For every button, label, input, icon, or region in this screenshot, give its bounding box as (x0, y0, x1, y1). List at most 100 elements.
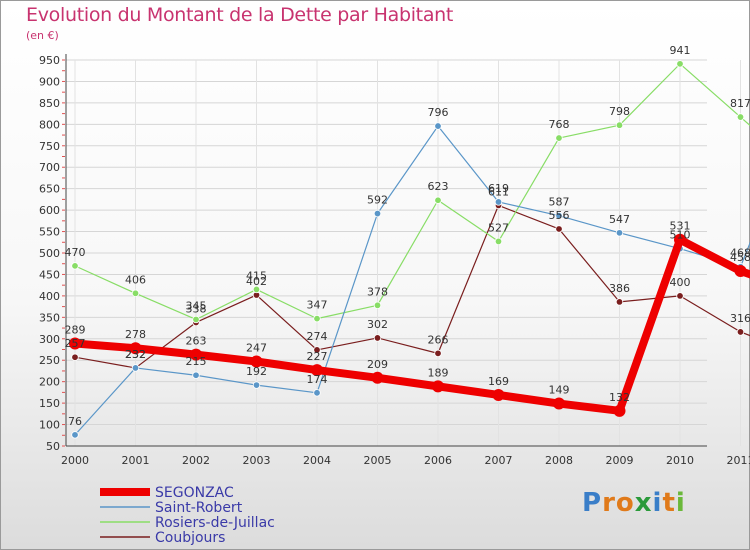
data-point-coubjours (615, 298, 624, 306)
y-tick-label: 50 (46, 440, 60, 453)
data-label-saint-robert: 76 (68, 415, 82, 428)
series-group (69, 60, 750, 439)
data-label-rosiers-de-juillac: 345 (186, 299, 207, 312)
data-point-saint-robert (131, 364, 140, 372)
data-point-rosiers-de-juillac (192, 315, 200, 324)
data-label-coubjours: 611 (488, 185, 509, 198)
data-point-segonzac (311, 364, 323, 377)
y-tick-label: 200 (39, 376, 60, 389)
data-label-rosiers-de-juillac: 527 (488, 221, 509, 234)
data-label-coubjours: 232 (125, 348, 146, 361)
data-label-rosiers-de-juillac: 817 (730, 97, 750, 110)
data-label-coubjours: 274 (307, 330, 328, 343)
data-label-segonzac: 289 (65, 323, 86, 336)
data-label-segonzac: 263 (186, 335, 207, 348)
data-point-saint-robert (373, 209, 382, 218)
x-tick-label: 2010 (666, 454, 694, 467)
chart-title: Evolution du Montant de la Dette par Hab… (26, 4, 454, 26)
legend-label-saint-robert: Saint-Robert (155, 500, 243, 516)
y-tick-label: 100 (39, 419, 60, 432)
logo-letter: i (675, 488, 686, 518)
data-point-segonzac (613, 404, 626, 417)
data-point-rosiers-de-juillac (71, 262, 79, 270)
data-point-rosiers-de-juillac (736, 113, 745, 121)
series-line-coubjours (74, 204, 750, 369)
x-tick-label: 2008 (545, 454, 573, 467)
data-label-rosiers-de-juillac: 470 (65, 246, 86, 259)
data-point-coubjours (71, 353, 79, 361)
data-point-coubjours (555, 225, 563, 233)
axes: 50 100 150 200 250 300 350 400 450 500 550 600 650 70… (39, 54, 750, 467)
data-point-saint-robert (434, 122, 442, 130)
data-label-saint-robert: 510 (670, 229, 691, 242)
y-tick-label: 950 (39, 54, 60, 67)
y-tick-label: 500 (39, 247, 60, 260)
data-label-saint-robert: 619 (488, 182, 509, 195)
data-point-coubjours (313, 346, 321, 354)
data-point-rosiers-de-juillac (494, 237, 503, 246)
logo-letter: i (652, 488, 663, 518)
series-line-saint-robert (74, 125, 750, 436)
data-label-coubjours: 338 (186, 302, 207, 315)
data-label-coubjours: 266 (428, 333, 449, 346)
x-tick-label: 2004 (303, 454, 331, 467)
data-point-segonzac (432, 380, 444, 393)
data-label-segonzac: 227 (307, 350, 328, 363)
x-tick-label: 2006 (424, 454, 452, 467)
chart-subtitle: (en €) (26, 29, 59, 42)
data-label-rosiers-de-juillac: 768 (549, 118, 570, 131)
data-label-segonzac: 189 (428, 366, 449, 379)
y-tick-label: 700 (39, 161, 60, 174)
y-tick-label: 600 (39, 204, 60, 217)
data-label-coubjours: 556 (549, 209, 570, 222)
y-tick-label: 450 (39, 268, 60, 281)
data-label-segonzac: 247 (246, 342, 267, 355)
data-point-rosiers-de-juillac (676, 60, 684, 68)
data-label-segonzac: 149 (549, 384, 570, 397)
data-point-rosiers-de-juillac (555, 134, 563, 142)
data-label-coubjours: 302 (367, 318, 388, 331)
y-tick-label: 150 (39, 397, 60, 410)
data-point-rosiers-de-juillac (131, 289, 140, 298)
x-tick-label: 2001 (122, 454, 150, 467)
data-label-rosiers-de-juillac: 415 (246, 269, 267, 282)
y-tick-label: 750 (39, 140, 60, 153)
data-point-segonzac (734, 265, 747, 278)
data-label-rosiers-de-juillac: 347 (307, 299, 328, 312)
data-point-saint-robert (555, 211, 563, 220)
y-tick-label: 250 (39, 354, 60, 367)
data-label-rosiers-de-juillac: 941 (670, 44, 691, 57)
data-label-coubjours: 386 (609, 282, 630, 295)
y-tick-label: 400 (39, 290, 60, 303)
data-point-coubjours (676, 292, 684, 300)
x-tick-label: 2009 (606, 454, 634, 467)
data-point-segonzac (492, 388, 505, 401)
data-label-saint-robert: 796 (428, 106, 449, 119)
legend-label-rosiers-de-juillac: Rosiers-de-Juillac (155, 515, 275, 531)
data-label-rosiers-de-juillac: 623 (428, 180, 449, 193)
data-label-coubjours: 402 (246, 275, 267, 288)
data-point-segonzac (371, 371, 384, 384)
data-point-saint-robert (192, 371, 200, 379)
data-point-rosiers-de-juillac (373, 301, 382, 310)
data-point-segonzac (250, 355, 263, 368)
data-label-saint-robert: 232 (125, 348, 146, 361)
data-labels: 2572323384022743022666115563864003162624… (65, 44, 750, 428)
series-line-segonzac (71, 235, 750, 415)
data-point-rosiers-de-juillac (615, 121, 624, 129)
x-tick-label: 2002 (182, 454, 210, 467)
legend-label-coubjours: Coubjours (155, 530, 225, 546)
data-label-saint-robert: 587 (549, 196, 570, 209)
data-point-saint-robert (252, 381, 261, 389)
data-point-rosiers-de-juillac (434, 196, 442, 204)
data-label-saint-robert: 468 (730, 247, 750, 260)
legend-label-segonzac: SEGONZAC (155, 485, 234, 501)
data-label-saint-robert: 174 (307, 373, 328, 386)
logo-letter: t (662, 488, 676, 518)
data-label-saint-robert: 547 (609, 213, 630, 226)
data-point-saint-robert (71, 431, 79, 439)
data-label-rosiers-de-juillac: 798 (609, 105, 630, 118)
x-tick-label: 2011 (727, 454, 750, 467)
